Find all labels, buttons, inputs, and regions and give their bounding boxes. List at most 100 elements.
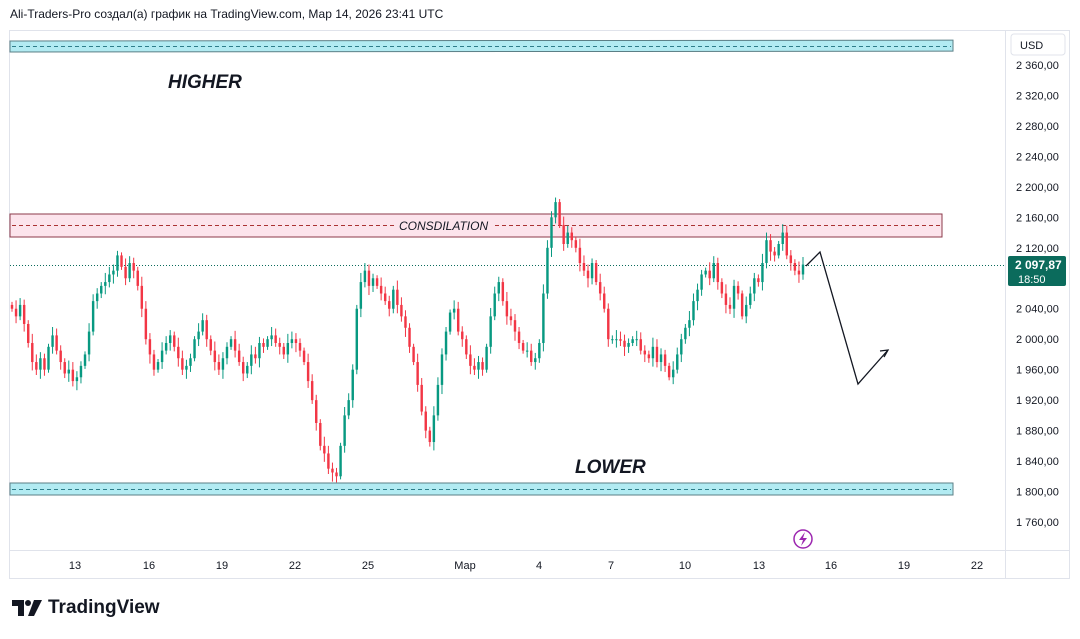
candle-body [286,343,290,355]
candle-body [619,339,622,341]
price-tick-label: 2 040,00 [1016,304,1059,316]
candle-body [773,251,776,256]
candle-body [598,282,602,294]
candle-body [10,304,14,309]
candles-layer [10,197,805,483]
time-tick-label: 22 [289,560,301,572]
candle-body [444,331,448,355]
candle-body [740,293,744,317]
candle-body [237,350,241,363]
candle-body [724,293,728,305]
time-tick-label: 25 [362,560,374,572]
candle-body [181,358,184,370]
higher-label: HIGHER [168,72,242,93]
candle-body [623,340,626,347]
time-axis[interactable]: 13 16 19 22 25 Мар 4 7 10 13 16 19 22 [69,560,983,572]
candle-body [424,411,427,431]
candle-body [473,365,476,370]
candle-body [91,301,95,332]
candle-body [684,327,687,340]
candle-body [164,343,168,351]
candle-body [31,343,34,363]
candle-body [440,354,444,385]
candle-body [262,343,265,347]
candle-body [27,323,30,344]
candle-body [542,293,545,344]
candle-body [412,346,415,363]
candle-body [696,289,699,302]
candle-body [347,400,350,416]
time-tick-label: 16 [825,560,837,572]
consolidation-label: CONSDILATION [399,219,488,233]
candle-body [278,343,281,347]
candle-body [339,445,342,477]
candle-body [55,335,58,351]
candle-body [379,285,383,294]
countdown-label: 18:50 [1018,274,1046,286]
candle-body [603,293,606,309]
time-tick-label: 13 [69,560,81,572]
candle-body [639,339,642,351]
candle-body [221,358,225,370]
candle-body [797,270,801,275]
candle-body [485,346,488,370]
candle-body [793,263,797,271]
price-tick-label: 2 240,00 [1016,151,1059,163]
tradingview-brand[interactable]: TradingView [12,597,160,619]
price-chart[interactable]: HIGHER LOWER CONSDILATION 2 360,00 2 320,… [0,0,1080,590]
price-tick-label: 1 800,00 [1016,487,1059,499]
candle-body [785,232,788,256]
candle-body [229,339,233,347]
candle-body [100,285,103,294]
price-tick-label: 1 920,00 [1016,395,1059,407]
candle-body [408,327,411,347]
candle-body [124,266,127,279]
candle-body [63,362,66,374]
projection-path[interactable] [805,250,889,386]
candle-body [173,335,176,347]
candle-body [294,339,298,344]
candle-body [35,362,38,370]
time-tick-label: 10 [679,560,691,572]
candle-body [635,339,638,341]
price-tick-label: 2 160,00 [1016,212,1059,224]
candle-body [744,304,748,317]
candle-body [367,270,371,286]
candle-body [323,445,326,454]
candle-body [404,316,407,328]
price-tick-label: 1 840,00 [1016,456,1059,468]
candle-body [95,293,99,302]
price-tick-label: 1 760,00 [1016,517,1059,529]
candle-body [659,354,663,363]
candle-body [39,358,42,370]
candle-body [258,343,261,359]
candle-body [22,304,26,324]
last-price-badge [1008,256,1066,286]
lightning-icon[interactable] [793,529,813,549]
price-tick-label: 2 280,00 [1016,121,1059,133]
chart-caption: Ali-Traders-Pro создал(а) график на Trad… [10,7,444,21]
candle-body [728,304,732,309]
candle-body [461,331,464,340]
price-axis[interactable]: 2 360,00 2 320,00 2 280,00 2 240,00 2 200,00… [1016,60,1059,529]
candle-body [392,289,395,309]
candle-body [570,232,574,241]
candle-body [254,354,257,359]
candle-body [246,365,249,374]
candle-body [128,263,131,279]
time-tick-label: 19 [216,560,228,572]
candle-body [75,377,79,382]
time-tick-label: Мар [454,560,476,572]
candle-body [306,362,310,382]
candle-body [566,232,569,244]
currency-box[interactable] [1010,33,1066,56]
candle-body [615,339,618,341]
candle-body [351,369,354,401]
candle-body [310,381,314,401]
candle-body [692,301,695,321]
candle-body [290,339,294,344]
candle-body [716,263,720,283]
candle-body [400,304,403,317]
candle-body [428,430,432,443]
currency-label: USD [1020,40,1043,52]
